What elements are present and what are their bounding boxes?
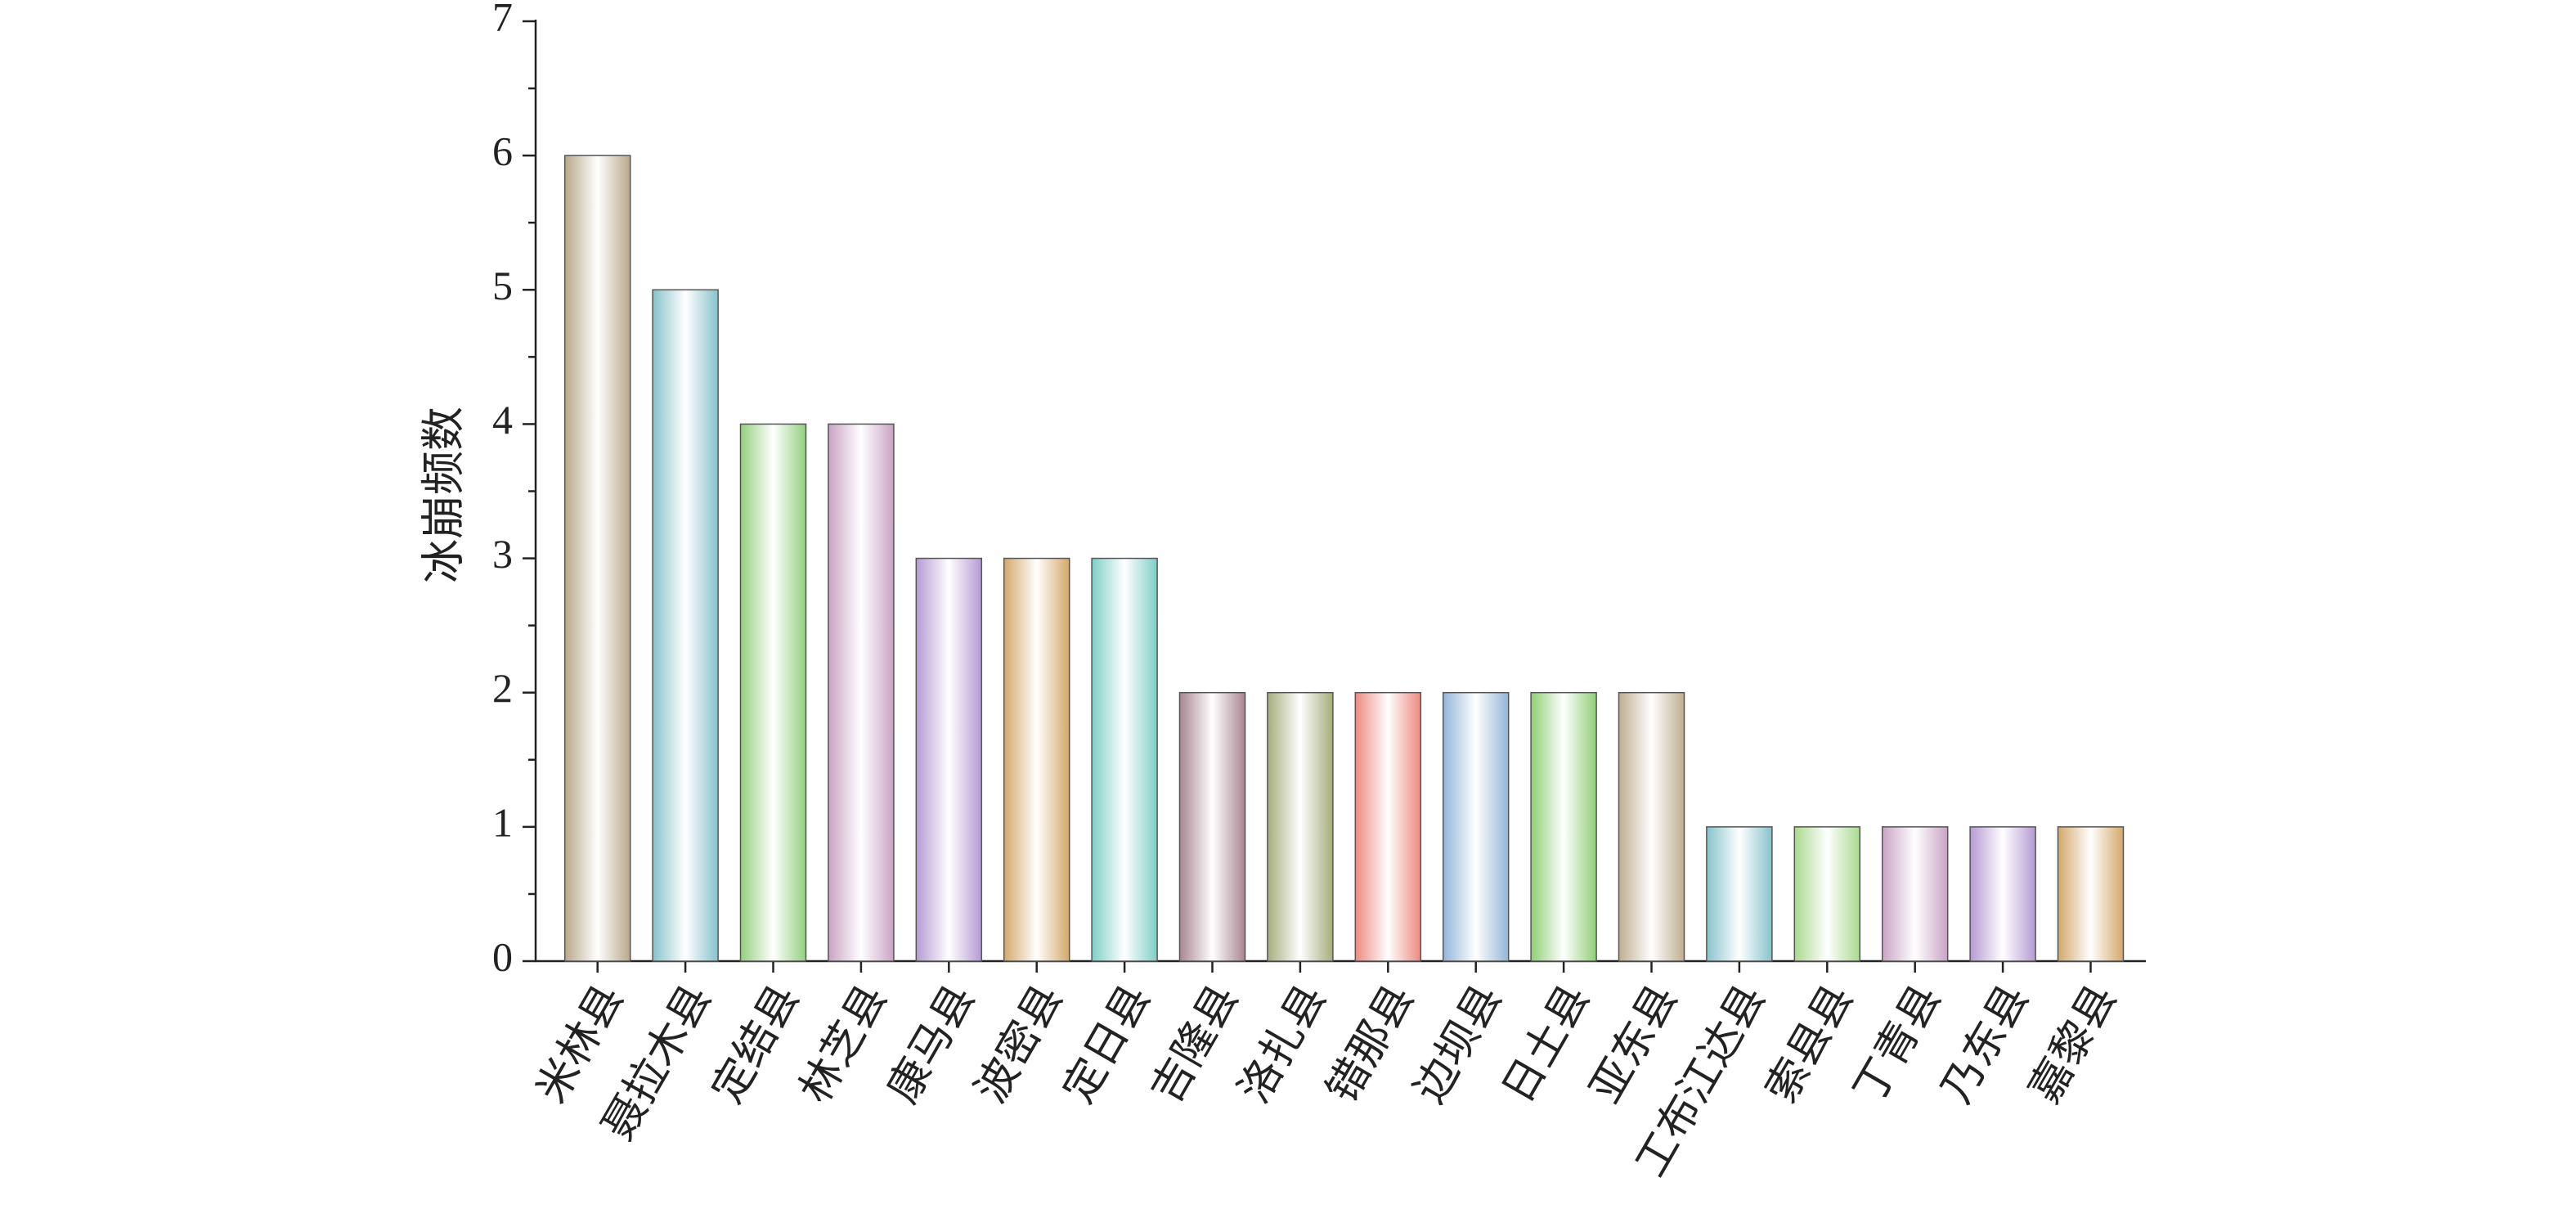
bar xyxy=(1618,691,1685,962)
x-tick-label: 定结县 xyxy=(704,977,808,1111)
bar xyxy=(652,289,719,962)
bar xyxy=(1267,691,1334,962)
bar xyxy=(1003,557,1070,962)
y-tick-label: 7 xyxy=(492,0,513,39)
y-tick-label: 4 xyxy=(492,397,513,443)
x-tick-label: 林芝县 xyxy=(792,977,895,1111)
y-axis-label: 冰崩频数 xyxy=(419,407,468,583)
y-tick-label: 5 xyxy=(492,263,513,308)
bar xyxy=(1793,826,1861,962)
x-tick-label: 丁青县 xyxy=(1846,977,1950,1111)
x-tick-label: 边坝县 xyxy=(1407,977,1510,1111)
bar xyxy=(1091,557,1158,962)
y-tick-label: 3 xyxy=(492,531,513,577)
x-tick-label: 日土县 xyxy=(1494,977,1598,1111)
bar xyxy=(1969,826,2036,962)
y-tick-label: 6 xyxy=(492,128,513,174)
x-tick-label: 乃东县 xyxy=(1933,977,2037,1111)
x-tick-label: 定日县 xyxy=(1055,977,1159,1111)
bar xyxy=(2057,826,2125,962)
x-tick-label: 洛扎县 xyxy=(1231,977,1335,1111)
bar xyxy=(1706,826,1773,962)
y-tick-label: 0 xyxy=(492,933,513,979)
x-tick-label: 康马县 xyxy=(880,977,984,1111)
bar xyxy=(1881,826,1949,962)
x-tick-label: 吉隆县 xyxy=(1143,977,1247,1111)
y-tick-label: 2 xyxy=(492,665,513,711)
bar xyxy=(1178,691,1246,962)
x-tick-label: 错那县 xyxy=(1319,977,1423,1111)
bar xyxy=(1442,691,1510,962)
bar xyxy=(739,423,807,962)
bar xyxy=(563,155,631,962)
y-tick-label: 1 xyxy=(492,799,513,845)
bar xyxy=(1530,691,1597,962)
x-tick-label: 索县县 xyxy=(1758,977,1862,1111)
x-tick-label: 嘉黎县 xyxy=(2022,977,2125,1111)
bar xyxy=(915,557,983,962)
bar xyxy=(828,423,895,962)
x-tick-label: 波密县 xyxy=(967,977,1071,1111)
bar xyxy=(1354,691,1422,962)
